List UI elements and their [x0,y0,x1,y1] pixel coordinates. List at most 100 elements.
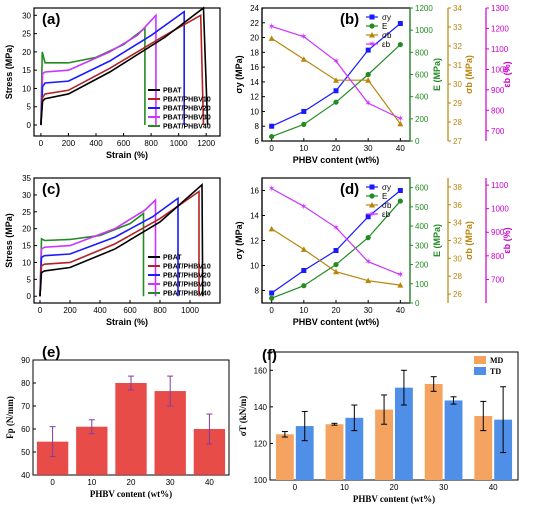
bar [76,426,108,475]
data-point [365,47,371,53]
x-tick-label: 30 [364,306,373,315]
bar [275,434,294,480]
y-tick-label: 35 [22,174,31,183]
y-tick-label: 12 [250,93,259,102]
y-tick-label: 1300 [491,4,509,13]
data-point: ✶ [364,98,372,108]
y-tick-label: 16 [250,63,259,72]
bar [115,383,147,475]
data-point [397,41,403,48]
data-point: ✶ [300,32,308,42]
x-tick-label: 30 [166,478,175,487]
y-tick-label: 18 [250,48,259,57]
x-tick-label: 20 [390,483,399,492]
x-tick-label: 1000 [170,139,188,148]
data-point [397,120,404,127]
y-tick-label: 38 [453,183,462,192]
data-point [397,282,404,288]
legend-marker [369,193,375,199]
y-tick-label: 900 [491,228,505,237]
y-tick-label: 20 [22,48,31,57]
x-tick-label: 800 [144,139,158,148]
data-point [301,121,307,127]
y-axis-label: σy (MPa) [234,221,244,259]
data-point: ✶ [332,56,340,66]
y-axis-label: E (MPa) [432,224,442,257]
y-tick-label: 400 [415,93,429,102]
y-tick-label: 0 [27,121,32,130]
y-tick-label: 1100 [491,181,509,190]
x-tick-label: 10 [299,306,308,315]
series-line [39,189,200,297]
chart-panel-3: 0 10 20 30 40 PHBV content (wt%) 8 10 12 14 16 σy (… [234,177,512,327]
data-point [365,235,371,241]
y-tick-label: 31 [453,61,462,70]
y-tick-label: 1100 [491,45,509,54]
y-axis-label: σb (MPa) [464,55,474,94]
x-tick-label: 200 [62,139,76,148]
x-tick-label: 10 [87,478,96,487]
y-tick-label: 1000 [415,26,433,35]
y-tick-label: 6 [255,137,260,146]
x-tick-label: 40 [396,144,405,153]
data-point [333,77,339,83]
y-tick-label: 700 [491,275,505,284]
data-point [333,268,339,275]
y-tick-label: 800 [491,106,505,115]
x-tick-label: 40 [489,483,498,492]
bar [395,387,413,480]
x-axis-label: Strain (%) [106,150,148,160]
x-tick-label: 40 [396,306,405,315]
y-tick-label: 14 [250,212,259,221]
chart-panel-4: 40 50 60 70 80 90 0 10 20 30 40 PHBV content (wt%) F… [5,344,230,499]
y-tick-label: 30 [22,191,31,200]
legend-label: εb [382,40,391,49]
legend-marker [369,23,375,29]
x-tick-label: 30 [364,144,373,153]
x-tick-label: 40 [205,478,214,487]
y-tick-label: 600 [415,71,429,80]
y-tick-label: 1200 [491,24,509,33]
y-tick-label: 70 [21,402,30,411]
y-tick-label: 200 [415,261,429,270]
y-tick-label: 29 [453,99,462,108]
data-point [333,261,339,268]
x-tick-label: 0 [38,306,43,315]
x-axis-label: PHBV content (wt%) [293,155,380,165]
y-tick-label: 160 [254,366,268,375]
y-tick-label: 34 [453,219,462,228]
legend-label: σy [382,13,391,22]
y-axis-label: σb (MPa) [464,221,474,260]
y-tick-label: 0 [415,137,420,146]
legend-swatch [474,367,486,375]
legend-marker [369,184,375,190]
y-tick-label: 100 [415,280,429,289]
y-tick-label: 900 [491,86,505,95]
data-point [301,283,307,289]
bar [325,424,344,480]
data-point: ✶ [332,223,340,233]
data-point [269,133,275,140]
y-tick-label: 90 [21,356,30,365]
legend-marker [369,32,375,38]
panel-label: (f) [262,347,277,364]
legend-label: PBAT/PHBV30 [163,115,211,122]
y-tick-label: 400 [415,222,429,231]
y-tick-label: 100 [254,476,268,485]
series-line [40,10,185,126]
y-axis-label: Fp (N/mm) [5,396,15,439]
panel-label: (d) [340,181,359,198]
legend-label: PBAT/PHBV10 [163,97,211,104]
data-point [397,198,403,204]
y-tick-label: 300 [415,241,429,250]
legend-label: σb [382,201,392,210]
x-tick-label: 400 [89,139,103,148]
y-tick-label: 120 [254,439,268,448]
bar [345,417,364,480]
plot-frame [269,351,519,481]
y-tick-label: 15 [22,66,31,75]
panel-label: (e) [42,344,60,361]
y-tick-label: 20 [22,225,31,234]
y-tick-label: 60 [21,425,30,434]
legend-marker [369,202,375,208]
